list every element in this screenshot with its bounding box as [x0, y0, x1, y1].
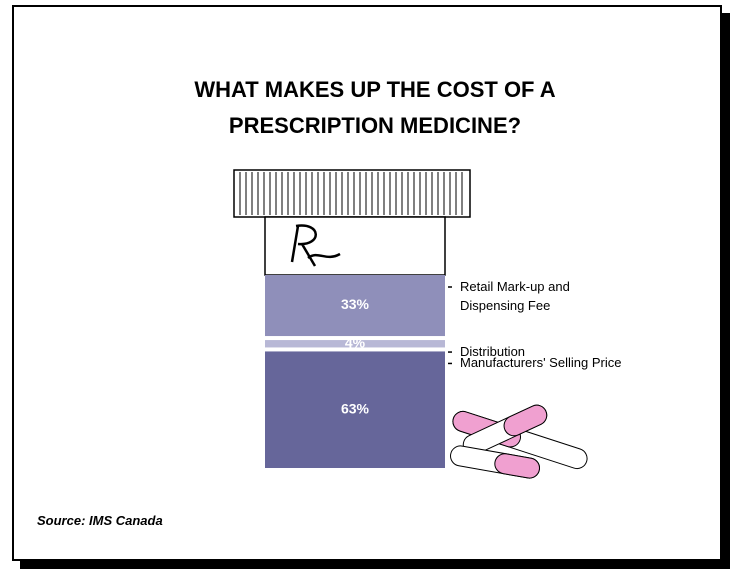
chart-title: WHAT MAKES UP THE COST OF A PRESCRIPTION… [130, 72, 620, 144]
value-label: 63% [341, 400, 370, 416]
segment-label: Manufacturers' Selling Price [460, 353, 630, 372]
source-note: Source: IMS Canada [37, 513, 163, 528]
bottle-cap [234, 170, 470, 217]
segment-label: Retail Mark-up and Dispensing Fee [460, 277, 630, 315]
value-label: 33% [341, 296, 370, 312]
page: 33% 4% 63% WHAT MAKES UP THE COST OF A PRE… [0, 0, 733, 574]
bottle-label [265, 217, 445, 275]
pills [449, 402, 590, 480]
value-label: 4% [345, 334, 366, 350]
